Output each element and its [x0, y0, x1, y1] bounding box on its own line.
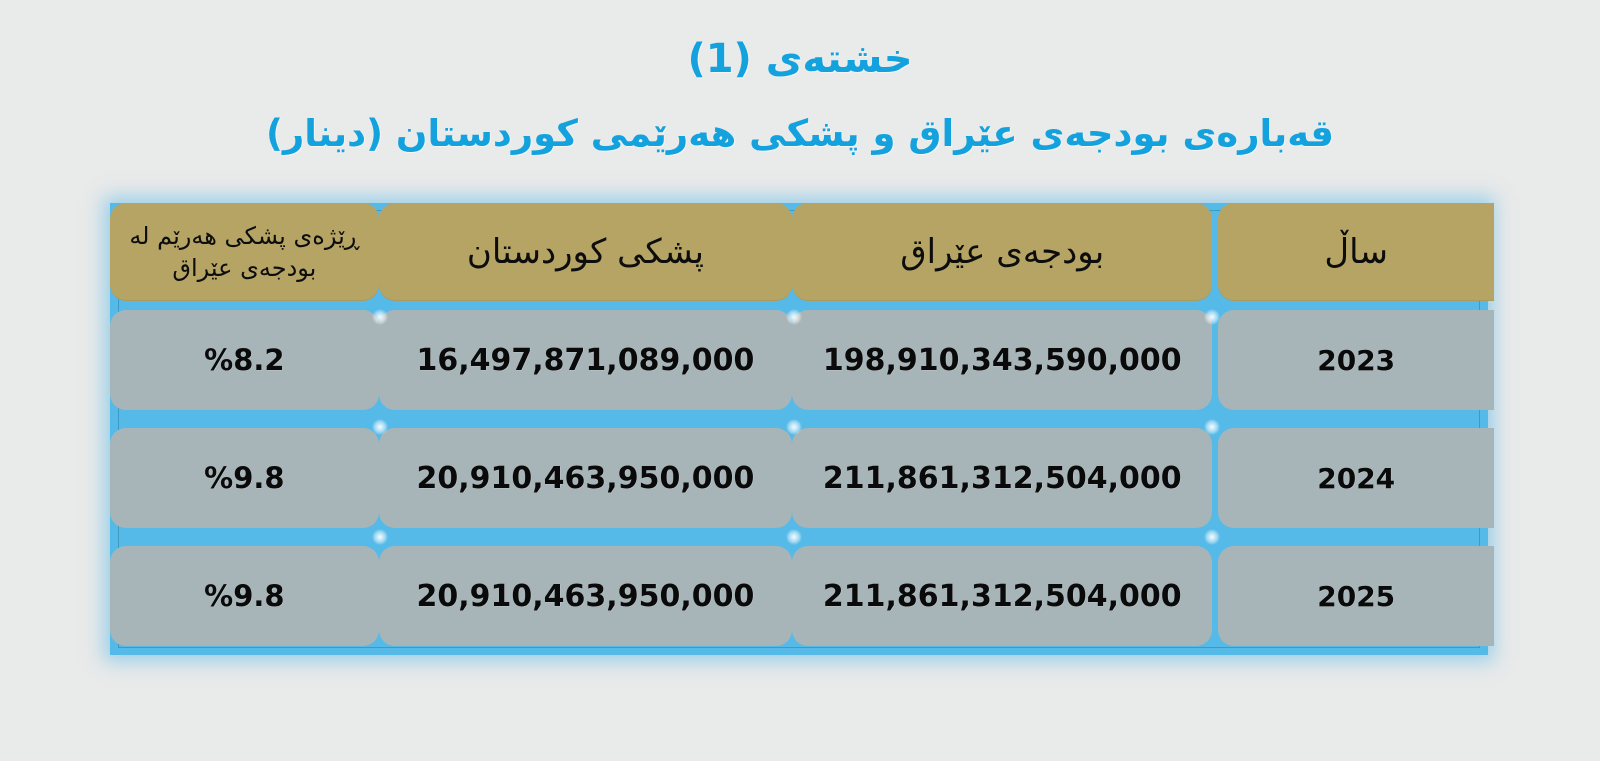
column-header-share-percent-label: ڕێژەی پشکی هەرێم لە بودجەی عێراق	[110, 203, 379, 301]
cell-iraq-budget: 198,910,343,590,000	[792, 301, 1213, 419]
cell-share-percent-value: %8.2	[110, 310, 379, 410]
column-header-share-percent: ڕێژەی پشکی هەرێم لە بودجەی عێراق	[110, 203, 379, 301]
column-header-year-label: ساڵ	[1218, 203, 1494, 301]
cell-share-percent: %9.8	[110, 419, 379, 537]
cell-iraq-budget-value: 198,910,343,590,000	[792, 310, 1213, 410]
cell-iraq-budget-value: 211,861,312,504,000	[792, 428, 1213, 528]
cell-kurdistan-share: 16,497,871,089,000	[378, 301, 793, 419]
column-header-kurdistan-share: پشکی کوردستان	[378, 203, 793, 301]
cell-kurdistan-share: 20,910,463,950,000	[378, 419, 793, 537]
cell-kurdistan-share-value: 16,497,871,089,000	[378, 310, 793, 410]
cell-year-value: 2023	[1218, 310, 1494, 410]
page-subtitle: قەبارەی بودجەی عێراق و پشکی هەرێمی کوردس…	[266, 112, 1334, 155]
table-row: 2025 211,861,312,504,000 20,910,463,950,…	[110, 537, 1494, 655]
cell-kurdistan-share-value: 20,910,463,950,000	[378, 546, 793, 646]
cell-share-percent-value: %9.8	[110, 428, 379, 528]
cell-year-value: 2025	[1218, 546, 1494, 646]
page-title: خشتەی (1)	[687, 36, 913, 82]
column-header-year: ساڵ	[1212, 203, 1494, 301]
budget-table-container: ساڵ بودجەی عێراق پشکی کوردستان ڕێژەی پشک…	[110, 203, 1494, 655]
table-row: 2023 198,910,343,590,000 16,497,871,089,…	[110, 301, 1494, 419]
table-body: 2023 198,910,343,590,000 16,497,871,089,…	[110, 301, 1494, 655]
cell-kurdistan-share-value: 20,910,463,950,000	[378, 428, 793, 528]
table-row: 2024 211,861,312,504,000 20,910,463,950,…	[110, 419, 1494, 537]
cell-year-value: 2024	[1218, 428, 1494, 528]
column-header-iraq-budget: بودجەی عێراق	[792, 203, 1213, 301]
cell-iraq-budget: 211,861,312,504,000	[792, 419, 1213, 537]
cell-iraq-budget: 211,861,312,504,000	[792, 537, 1213, 655]
cell-year: 2024	[1212, 419, 1494, 537]
titles-block: خشتەی (1) قەبارەی بودجەی عێراق و پشکی هە…	[0, 0, 1600, 156]
cell-year: 2023	[1212, 301, 1494, 419]
column-header-iraq-budget-label: بودجەی عێراق	[792, 203, 1213, 301]
cell-iraq-budget-value: 211,861,312,504,000	[792, 546, 1213, 646]
cell-year: 2025	[1212, 537, 1494, 655]
cell-kurdistan-share: 20,910,463,950,000	[378, 537, 793, 655]
budget-table: ساڵ بودجەی عێراق پشکی کوردستان ڕێژەی پشک…	[110, 203, 1494, 655]
cell-share-percent: %9.8	[110, 537, 379, 655]
column-header-kurdistan-share-label: پشکی کوردستان	[378, 203, 793, 301]
cell-share-percent: %8.2	[110, 301, 379, 419]
table-header-row: ساڵ بودجەی عێراق پشکی کوردستان ڕێژەی پشک…	[110, 203, 1494, 301]
table-header: ساڵ بودجەی عێراق پشکی کوردستان ڕێژەی پشک…	[110, 203, 1494, 301]
cell-share-percent-value: %9.8	[110, 546, 379, 646]
